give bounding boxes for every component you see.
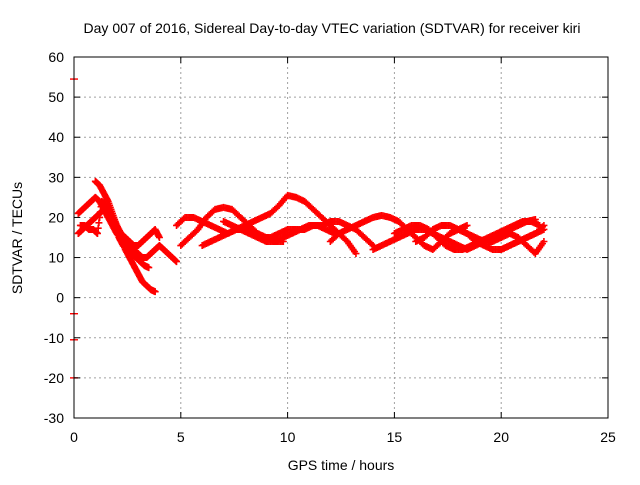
data-point [151, 288, 159, 296]
x-tick-label: 25 [600, 429, 616, 445]
y-tick-label: 40 [48, 129, 64, 145]
y-tick-label: 10 [48, 250, 64, 266]
data-point [352, 250, 360, 258]
data-point [173, 258, 181, 266]
x-tick-label: 0 [70, 429, 78, 445]
y-tick-label: 30 [48, 169, 64, 185]
series-arc-13 [454, 225, 548, 258]
y-tick-label: -20 [44, 370, 64, 386]
x-tick-label: 5 [177, 429, 185, 445]
y-tick-label: 20 [48, 209, 64, 225]
data-points [70, 78, 548, 379]
grid-lines [74, 57, 608, 418]
y-axis-label: SDTVAR / TECUs [9, 182, 25, 294]
series-arc-4 [76, 197, 153, 272]
chart-title: Day 007 of 2016, Sidereal Day-to-day VTE… [84, 20, 581, 36]
y-tick-label: -10 [44, 330, 64, 346]
y-tick-label: -30 [44, 410, 64, 426]
data-point [155, 234, 163, 241]
series-arc-9 [326, 211, 471, 254]
data-point-interp [368, 240, 376, 248]
y-tick-labels: -30 -20 -10 0 10 20 30 40 50 60 [44, 49, 64, 426]
series-arc-8 [220, 217, 339, 246]
data-point [540, 238, 548, 246]
x-tick-label: 15 [387, 429, 403, 445]
data-point [145, 264, 153, 272]
x-axis-label: GPS time / hours [288, 457, 395, 473]
data-point-interp [538, 223, 546, 231]
data-point [540, 221, 548, 229]
y-tick-label: 50 [48, 89, 64, 105]
axis-ticks [73, 56, 609, 419]
y-tick-label: 0 [56, 290, 64, 306]
x-tick-labels: 0 5 10 15 20 25 [70, 429, 616, 445]
x-tick-label: 10 [280, 429, 296, 445]
plot-frame [73, 56, 609, 419]
series-arc-14 [497, 221, 548, 254]
y-tick-label: 60 [48, 49, 64, 65]
data-point [463, 221, 471, 229]
x-tick-label: 20 [493, 429, 509, 445]
